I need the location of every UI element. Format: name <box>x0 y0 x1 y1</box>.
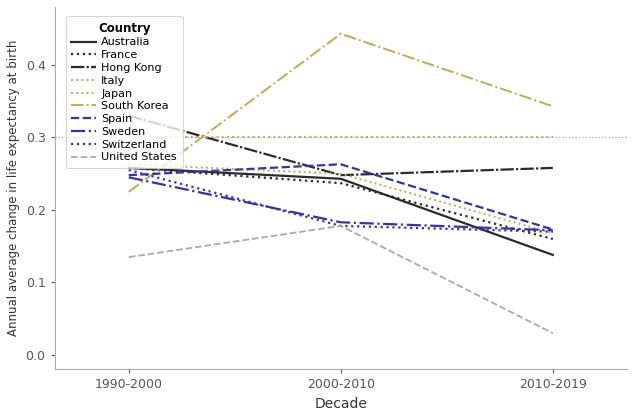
Legend: Australia, France, Hong Kong, Italy, Japan, South Korea, Spain, Sweden, Switzerl: Australia, France, Hong Kong, Italy, Jap… <box>66 16 183 168</box>
Y-axis label: Annual average change in life expectancy at birth: Annual average change in life expectancy… <box>7 40 20 336</box>
X-axis label: Decade: Decade <box>314 397 367 411</box>
